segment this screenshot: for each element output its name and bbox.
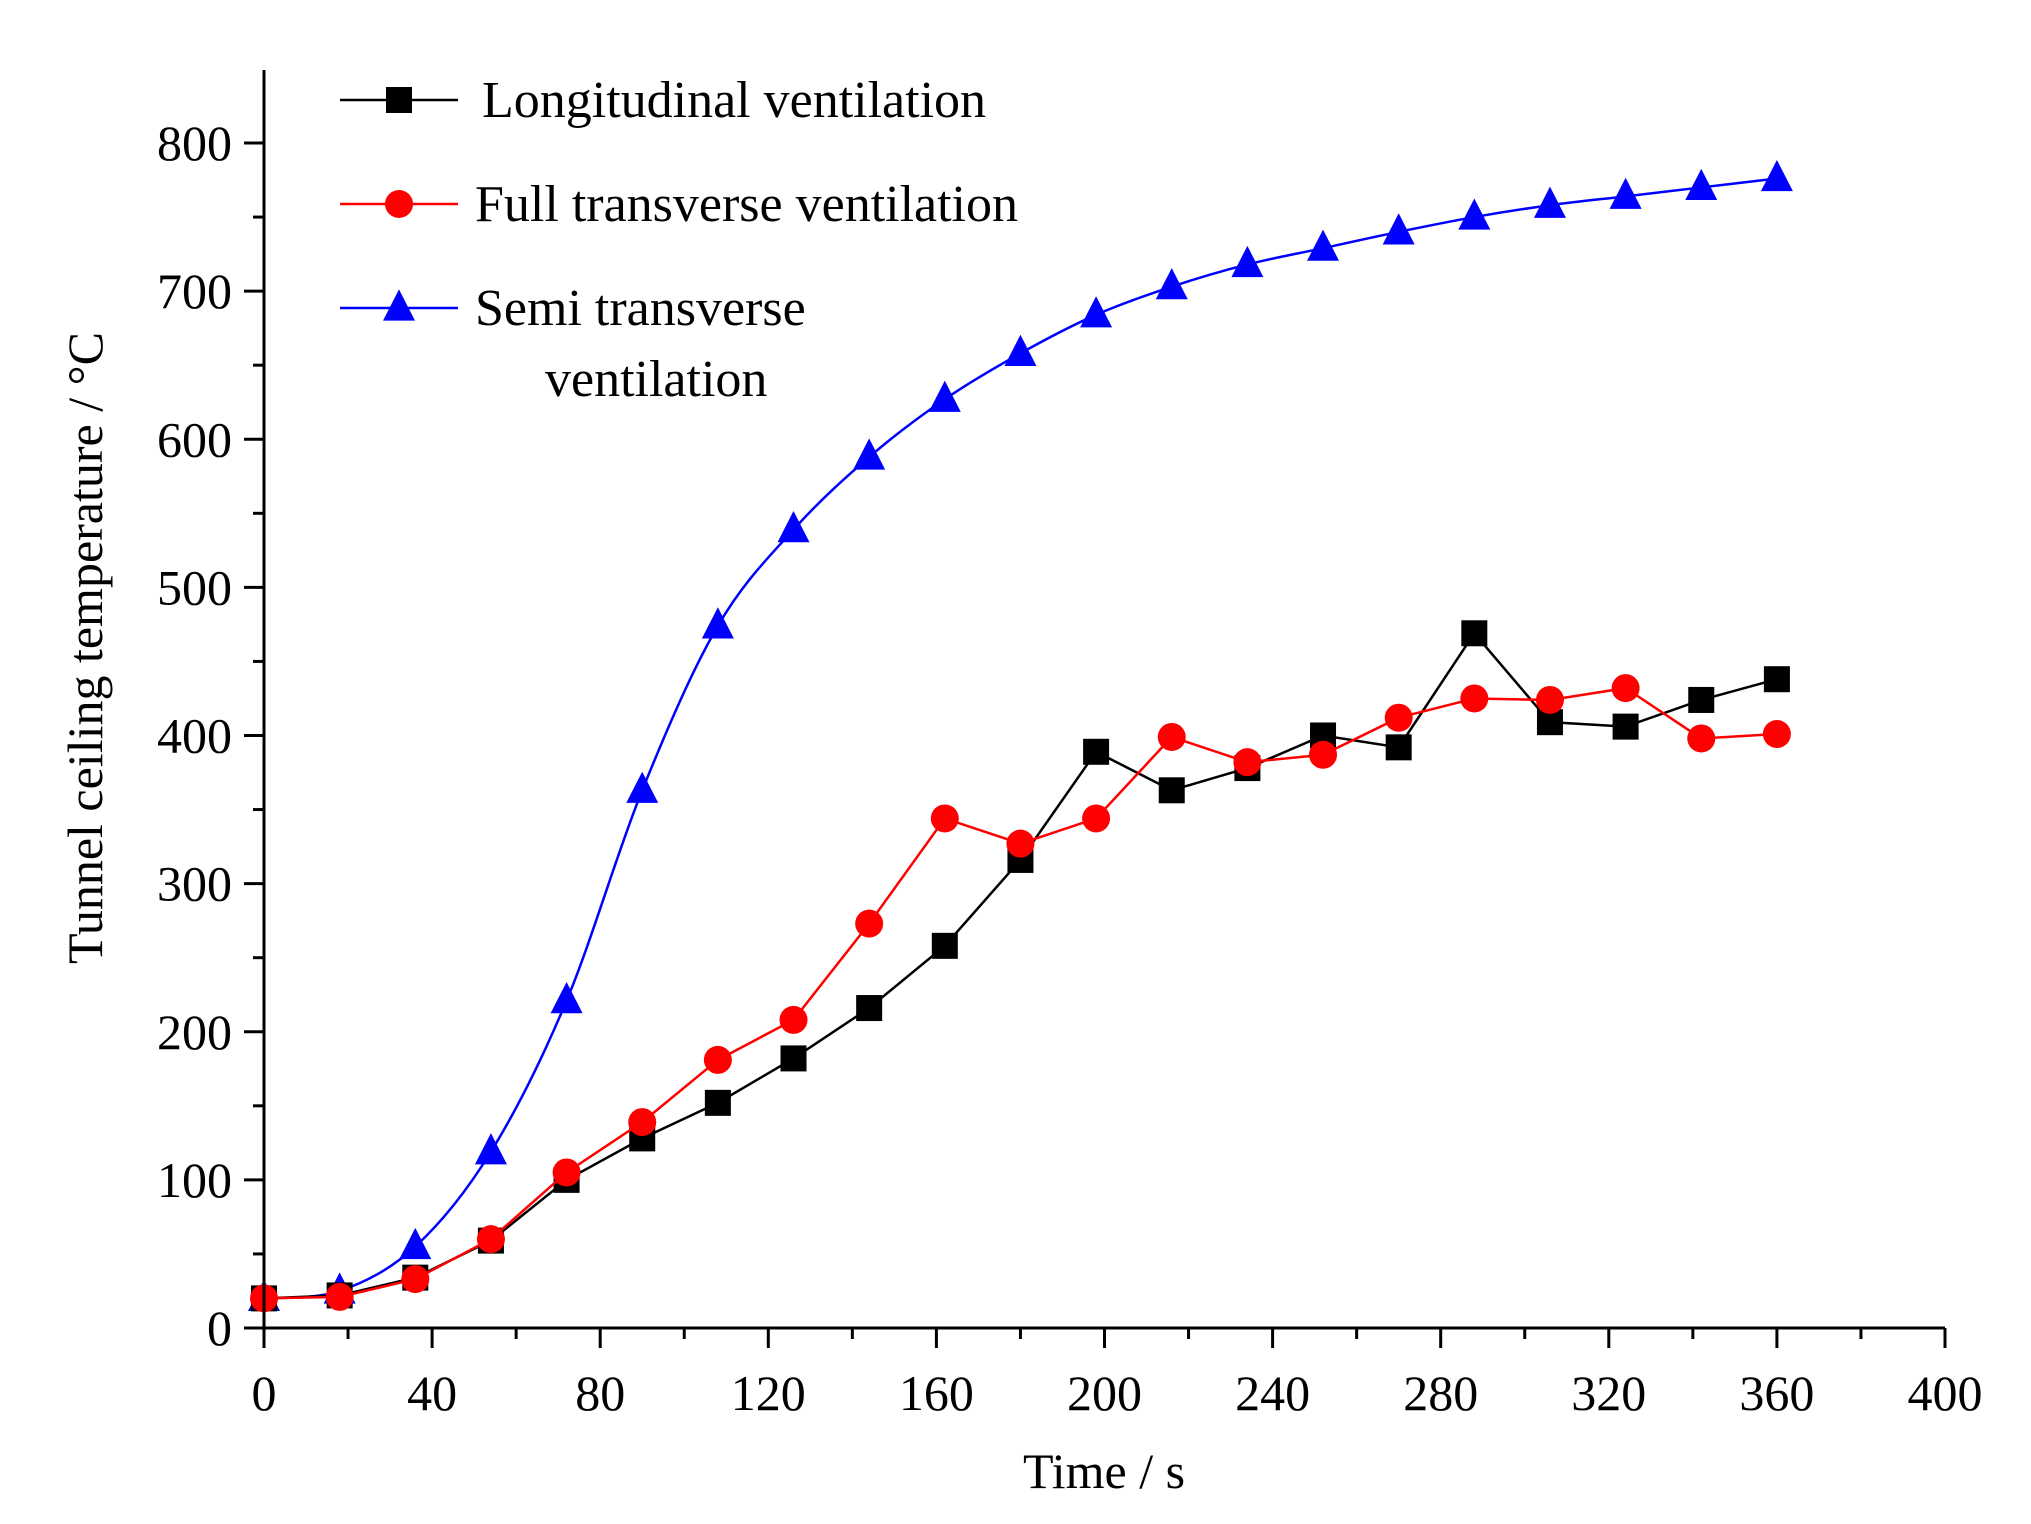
data-point xyxy=(704,1089,731,1116)
data-point xyxy=(1685,168,1718,201)
data-point xyxy=(856,995,883,1022)
data-point xyxy=(855,909,884,938)
y-tick-label: 400 xyxy=(157,708,232,764)
data-point xyxy=(853,438,886,470)
data-point xyxy=(1535,685,1564,714)
series-circle xyxy=(250,674,1791,1313)
data-point xyxy=(930,804,959,833)
data-point xyxy=(780,1045,807,1072)
data-point xyxy=(928,380,961,412)
y-axis-title: Tunnel ceiling temperature / °C xyxy=(57,332,113,964)
y-tick-label: 700 xyxy=(157,263,232,319)
data-point xyxy=(399,1227,432,1260)
data-point xyxy=(703,1045,732,1074)
data-point xyxy=(1082,804,1111,833)
x-tick-label: 280 xyxy=(1403,1365,1478,1421)
legend-label: Semi transverse xyxy=(475,280,806,337)
legend-marker xyxy=(386,87,412,113)
data-point xyxy=(1609,177,1642,209)
x-tick-label: 200 xyxy=(1067,1365,1142,1421)
legend-marker xyxy=(383,289,415,321)
data-point xyxy=(626,771,659,803)
data-point xyxy=(1231,245,1264,278)
plot-series xyxy=(248,159,1793,1313)
legend-item: Longitudinal ventilation xyxy=(340,72,986,129)
data-point xyxy=(1687,724,1716,753)
x-tick-label: 360 xyxy=(1739,1365,1814,1421)
data-point xyxy=(777,511,810,543)
data-point xyxy=(1233,748,1262,777)
data-point xyxy=(1004,334,1037,366)
x-tick-label: 40 xyxy=(407,1365,457,1421)
data-point xyxy=(325,1282,354,1311)
series-line xyxy=(263,686,1777,1300)
x-tick-label: 240 xyxy=(1235,1365,1310,1421)
data-point xyxy=(1611,674,1640,703)
data-point xyxy=(701,607,734,639)
x-axis-title: Time / s xyxy=(1023,1443,1185,1499)
data-point xyxy=(1155,268,1188,300)
y-tick-label: 300 xyxy=(157,856,232,912)
data-point xyxy=(779,1005,808,1034)
y-tick-label: 0 xyxy=(207,1300,232,1356)
data-point xyxy=(1612,713,1639,740)
data-point xyxy=(1080,296,1113,328)
x-tick-label: 80 xyxy=(575,1365,625,1421)
data-point xyxy=(552,1158,581,1187)
x-tick-label: 320 xyxy=(1571,1365,1646,1421)
data-point xyxy=(1307,229,1340,261)
data-point xyxy=(1157,722,1186,751)
data-point xyxy=(1688,686,1715,713)
legend-item: Semi transverse ventilation xyxy=(340,280,806,408)
data-point xyxy=(401,1265,430,1294)
data-point xyxy=(1385,734,1412,761)
series-square xyxy=(251,620,1790,1312)
x-ticks: 0 40 80 120 160 200 240 280 320 360 400 xyxy=(252,1328,1983,1421)
legend-label: Longitudinal ventilation xyxy=(482,72,986,129)
data-point xyxy=(550,982,583,1014)
data-point xyxy=(1461,620,1488,647)
data-point xyxy=(628,1108,657,1137)
x-tick-label: 120 xyxy=(731,1365,806,1421)
data-point xyxy=(1763,666,1790,693)
data-point xyxy=(931,932,958,959)
legend-label: ventilation xyxy=(545,351,767,408)
legend-item: Full transverse ventilation xyxy=(340,176,1018,233)
x-tick-label: 0 xyxy=(252,1365,277,1421)
data-point xyxy=(1309,740,1338,769)
data-point xyxy=(1760,159,1793,192)
data-point xyxy=(1006,829,1035,858)
data-point xyxy=(1458,198,1491,230)
data-point xyxy=(1382,213,1415,245)
data-point xyxy=(476,1225,505,1254)
x-tick-label: 160 xyxy=(899,1365,974,1421)
legend-label: Full transverse ventilation xyxy=(475,176,1018,233)
y-tick-label: 500 xyxy=(157,559,232,615)
y-tick-label: 600 xyxy=(157,411,232,467)
data-point xyxy=(1384,703,1413,732)
legend-marker xyxy=(385,190,413,218)
data-point xyxy=(1762,720,1791,749)
y-tick-label: 200 xyxy=(157,1004,232,1060)
data-point xyxy=(1158,777,1185,804)
legend: Longitudinal ventilation Full transverse … xyxy=(340,72,1018,408)
y-tick-label: 800 xyxy=(157,115,232,171)
data-point xyxy=(1083,738,1110,765)
y-tick-label: 100 xyxy=(157,1152,232,1208)
y-ticks: 0 100 200 300 400 500 600 700 800 xyxy=(157,115,264,1356)
series-triangle xyxy=(248,159,1793,1311)
data-point xyxy=(1460,684,1489,713)
data-point xyxy=(474,1133,507,1165)
data-point xyxy=(1533,186,1566,218)
x-tick-label: 400 xyxy=(1908,1365,1983,1421)
